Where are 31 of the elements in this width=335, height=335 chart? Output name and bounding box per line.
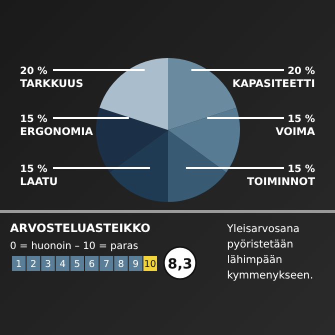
slice-label: TOIMINNOT <box>246 176 316 188</box>
slice-label: VOIMA <box>276 126 316 138</box>
data-label: 15 % <box>288 114 315 125</box>
pie-slice <box>100 58 168 130</box>
data-label: 2 <box>30 259 36 270</box>
pie-slice <box>96 108 168 172</box>
slice-label: LAATU <box>20 176 58 188</box>
text: 8,3 <box>168 256 192 272</box>
slice-label: TARKKUUS <box>20 78 84 90</box>
data-label: 6 <box>88 259 95 270</box>
data-label: 15 % <box>20 164 48 175</box>
data-label: 15 % <box>20 114 48 125</box>
data-label: 20 % <box>288 66 315 77</box>
data-label: 8 <box>118 259 124 270</box>
data-label: 5 <box>74 259 80 270</box>
slice-label: ERGONOMIA <box>20 126 94 138</box>
pie-slice <box>168 108 240 172</box>
data-label: 3 <box>44 259 52 270</box>
data-label: 15 % <box>288 164 315 175</box>
data-label: 7 <box>103 259 110 270</box>
data-label: 9 <box>132 259 139 270</box>
data-label: 10 <box>144 259 156 270</box>
slice-label: KAPASITEETTI <box>232 78 315 90</box>
text: Yleisarvosana pyöristetään lähimpään kymmenykseen. <box>226 223 314 282</box>
pie-slice <box>110 130 168 202</box>
chart-subtitle: 0 = huonoin – 10 = paras <box>10 241 138 252</box>
data-label: 4 <box>60 259 66 270</box>
data-label: 1 <box>16 259 22 270</box>
data-label: 20 % <box>20 66 48 77</box>
chart-title: ARVOSTELUASTEIKKO <box>10 221 151 235</box>
pie-slice <box>168 130 226 202</box>
